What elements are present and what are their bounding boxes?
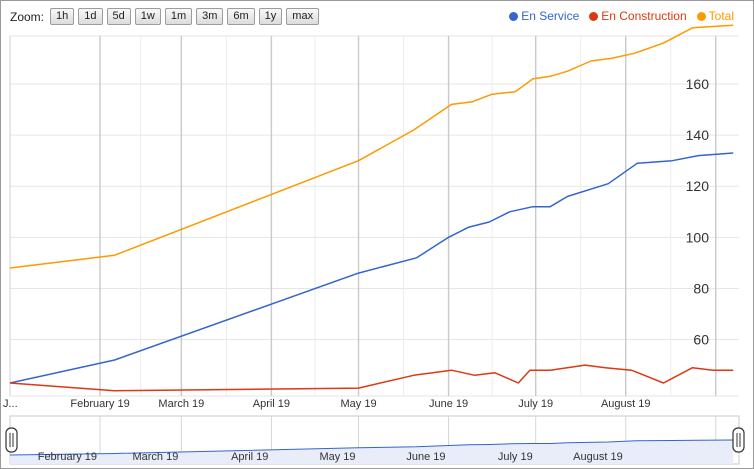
zoom-max-button[interactable]: max — [286, 8, 320, 25]
navigator-area — [10, 440, 734, 464]
legend-dot-icon — [509, 11, 519, 21]
series-line-total — [9, 24, 734, 269]
series-line-en-construction — [9, 364, 734, 392]
x-tick-label: July 19 — [518, 398, 553, 410]
y-tick-label: 160 — [686, 76, 710, 92]
chart-legend: En Service En Construction Total — [509, 9, 734, 23]
zoom-1w-button[interactable]: 1w — [134, 8, 161, 25]
zoom-3m-button[interactable]: 3m — [196, 8, 224, 25]
zoom-1m-button[interactable]: 1m — [164, 8, 193, 25]
legend-item-en-construction[interactable]: En Construction — [589, 9, 687, 23]
legend-dot-icon — [589, 11, 599, 21]
x-tick-label: April 19 — [253, 398, 290, 410]
navigator-tick-label: March 19 — [132, 451, 178, 463]
legend-label: Total — [708, 9, 734, 23]
navigator-tick-label: July 19 — [498, 451, 533, 463]
zoom-6m-button[interactable]: 6m — [227, 8, 255, 25]
zoom-1h-button[interactable]: 1h — [50, 8, 75, 25]
legend-item-en-service[interactable]: En Service — [509, 9, 579, 23]
y-axis-ticks: 60 80 100 120 140 160 — [686, 76, 710, 348]
navigator-left-handle[interactable] — [5, 427, 18, 453]
navigator-ticks: February 19 March 19 April 19 May 19 June 19… — [38, 451, 623, 463]
series-line-en-service — [9, 152, 734, 384]
zoom-5d-button[interactable]: 5d — [106, 8, 131, 25]
chart-gridlines — [9, 35, 739, 397]
y-tick-label: 60 — [693, 332, 709, 348]
zoom-1y-button[interactable]: 1y — [258, 8, 283, 25]
x-tick-label: August 19 — [601, 398, 651, 410]
x-tick-label: May 19 — [340, 398, 376, 410]
navigator-line — [9, 439, 734, 456]
x-axis-ticks: J... February 19 March 19 April 19 May 19 Jun… — [3, 398, 651, 410]
navigator-tick-label: May 19 — [319, 451, 355, 463]
navigator-right-handle[interactable] — [732, 427, 745, 453]
plot-area — [10, 36, 739, 396]
y-tick-label: 80 — [693, 280, 709, 296]
legend-label: En Construction — [601, 9, 687, 23]
navigator-tick-label: February 19 — [38, 451, 97, 463]
navigator-tick-label: August 19 — [573, 451, 623, 463]
zoom-toolbar: Zoom: 1h 1d 5d 1w 1m 3m 6m 1y max — [10, 8, 320, 25]
x-tick-label: March 19 — [158, 398, 204, 410]
navigator-tick-label: April 19 — [231, 451, 268, 463]
legend-item-total[interactable]: Total — [696, 9, 734, 23]
zoom-1d-button[interactable]: 1d — [78, 8, 103, 25]
x-tick-label: February 19 — [70, 398, 129, 410]
zoom-label: Zoom: — [10, 9, 45, 24]
y-tick-label: 140 — [686, 127, 710, 143]
chart-series — [9, 24, 734, 392]
y-tick-label: 120 — [686, 178, 710, 194]
x-tick-label: J... — [3, 398, 18, 410]
navigator-tick-label: June 19 — [406, 451, 445, 463]
legend-dot-icon — [696, 11, 706, 21]
x-tick-label: June 19 — [429, 398, 468, 410]
legend-label: En Service — [521, 9, 580, 23]
y-tick-label: 100 — [686, 229, 710, 245]
